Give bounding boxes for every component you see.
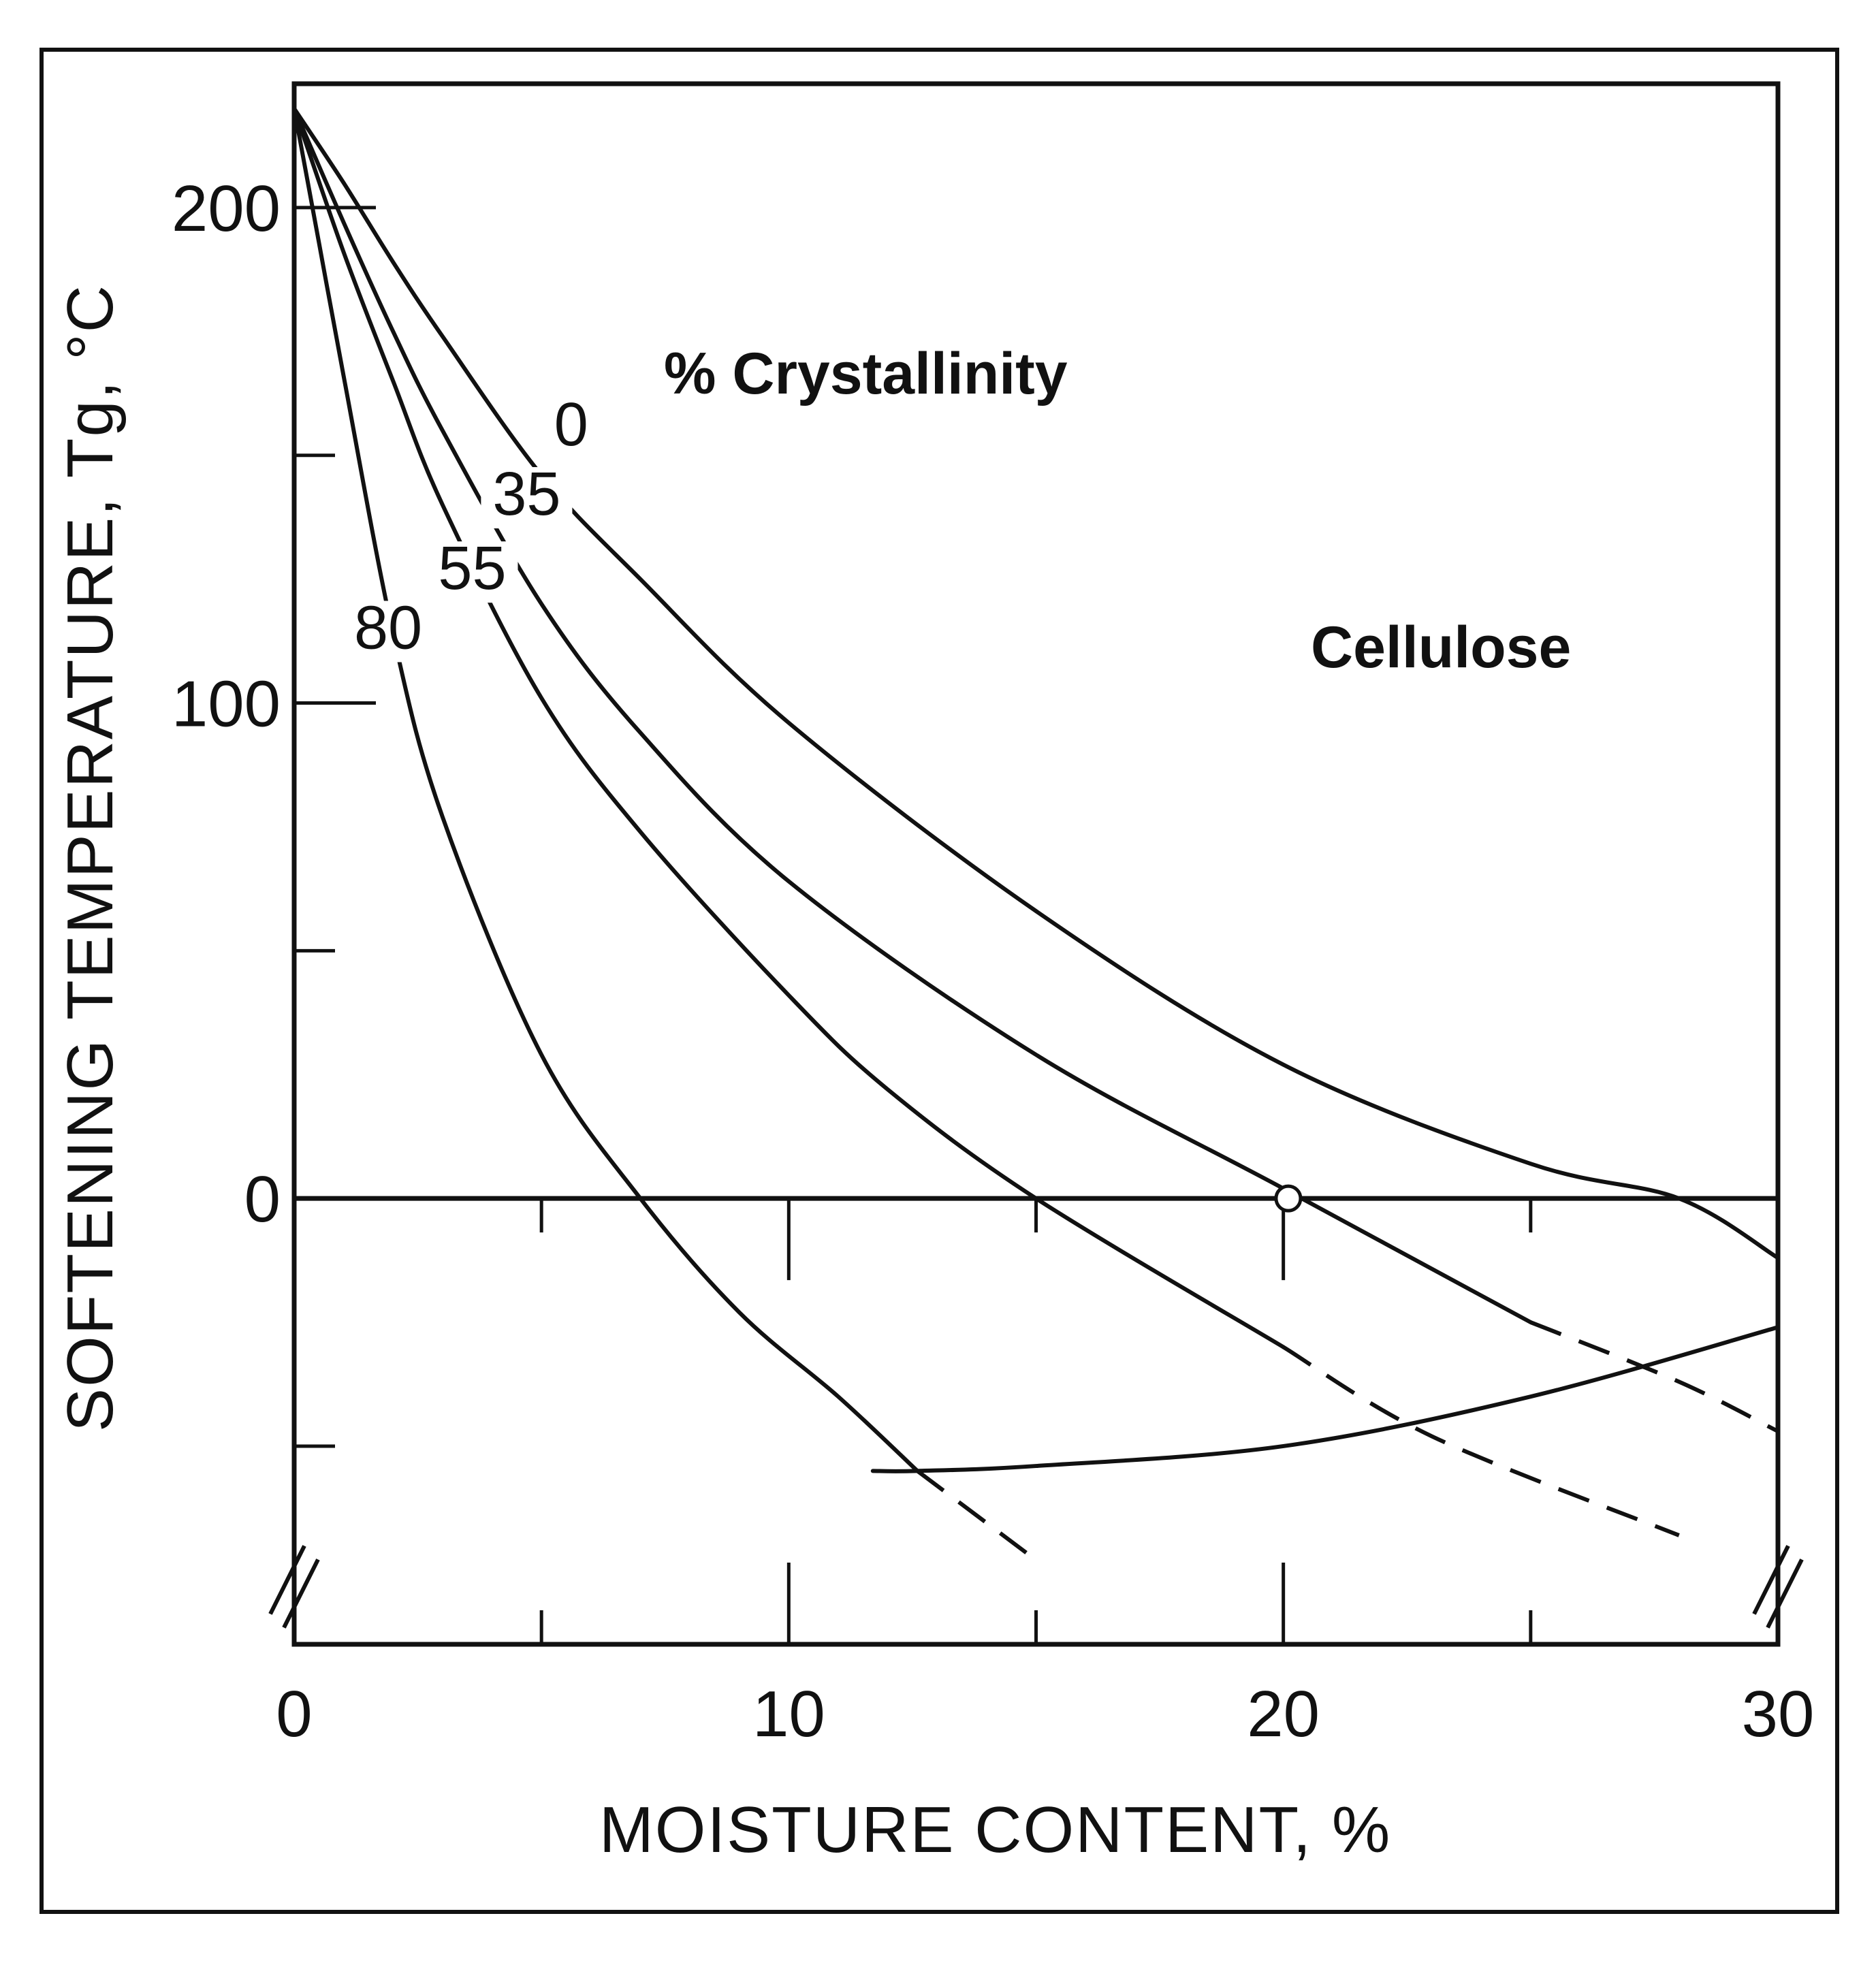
y-axis-break: [268, 1545, 306, 1615]
x-tick-label: 20: [1247, 1678, 1320, 1751]
y-tick-label: 0: [244, 1163, 281, 1236]
y-axis-title: SOFTENING TEMPERATURE, Tg, °C: [54, 284, 127, 1432]
x-axis-title: MOISTURE CONTENT, %: [599, 1793, 1391, 1866]
outer-frame: [39, 48, 1839, 1914]
series-label-gap: [343, 601, 434, 662]
freezing-curve-line: [870, 1325, 1780, 1473]
series-label-35: 35: [492, 460, 560, 528]
series-35-line: [292, 106, 1533, 1325]
series-55-line: [292, 106, 1286, 1349]
annotation-cellulose: Cellulose: [1311, 615, 1571, 680]
series-label-gap: [543, 398, 599, 460]
series-80-line: [292, 106, 920, 1473]
right-axis-break: [1752, 1545, 1790, 1615]
x-tick-label: 10: [752, 1678, 825, 1751]
series-80-line-dashed: [916, 1469, 1038, 1562]
zero-crossing-marker: [1274, 1184, 1303, 1213]
series-label-55: 55: [438, 534, 506, 603]
x-tick-label: 0: [276, 1678, 312, 1751]
y-tick-label: 100: [172, 668, 281, 741]
annotation-crystallinity: % Crystallinity: [664, 341, 1068, 406]
series-label-80: 80: [354, 594, 422, 662]
x-tick-label: 30: [1742, 1678, 1815, 1751]
plot-frame: [291, 81, 1781, 1647]
series-55-line-dashed: [1282, 1345, 1680, 1537]
series-label-0: 0: [554, 391, 588, 459]
series-label-gap: [426, 541, 518, 603]
series-label-gap: [481, 467, 573, 529]
right-axis-break: [1766, 1559, 1804, 1629]
series-0-line: [292, 106, 1780, 1260]
y-axis-break: [282, 1559, 320, 1629]
y-tick-label: 200: [172, 172, 281, 245]
